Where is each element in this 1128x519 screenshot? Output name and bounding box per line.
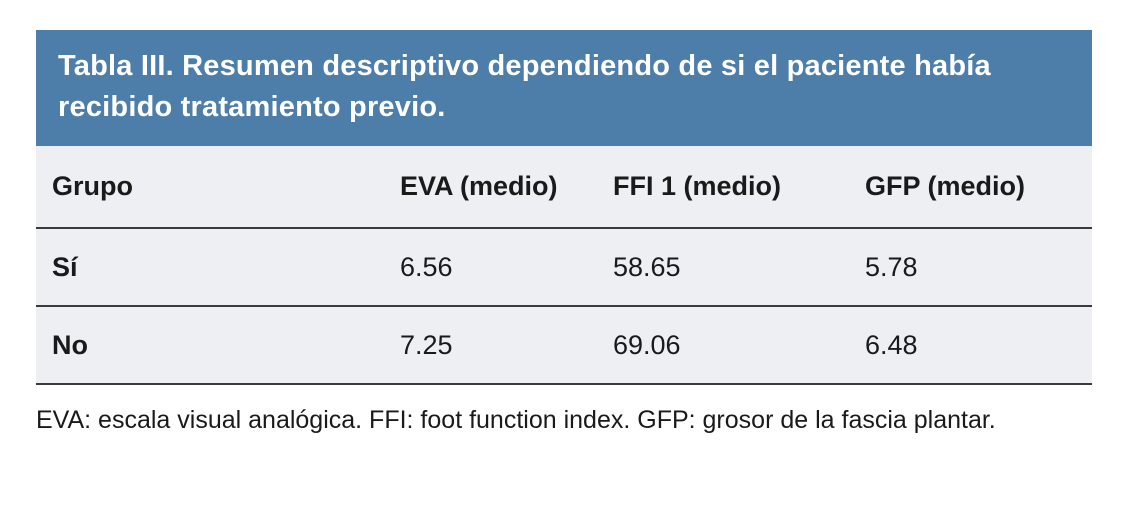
data-table: Grupo EVA (medio) FFI 1 (medio) GFP (med… bbox=[36, 146, 1092, 386]
table-cell: 5.78 bbox=[849, 228, 1092, 308]
column-header-ffi: FFI 1 (medio) bbox=[597, 146, 849, 230]
row-label: No bbox=[36, 306, 384, 386]
table-header-row: Grupo EVA (medio) FFI 1 (medio) GFP (med… bbox=[36, 146, 1092, 230]
row-label: Sí bbox=[36, 228, 384, 308]
table-cell: 6.48 bbox=[849, 306, 1092, 386]
table-row-no: No 7.25 69.06 6.48 bbox=[36, 306, 1092, 386]
table-cell: 6.56 bbox=[384, 228, 597, 308]
column-header-eva: EVA (medio) bbox=[384, 146, 597, 230]
table-cell: 7.25 bbox=[384, 306, 597, 386]
table-title: Tabla III. Resumen descriptivo dependien… bbox=[58, 50, 991, 124]
table-cell: 58.65 bbox=[597, 228, 849, 308]
column-header-grupo: Grupo bbox=[36, 146, 384, 230]
table-title-bar: Tabla III. Resumen descriptivo dependien… bbox=[36, 30, 1092, 147]
table-cell: 69.06 bbox=[597, 306, 849, 386]
table-footnote: EVA: escala visual analógica. FFI: foot … bbox=[36, 406, 996, 435]
table-row-si: Sí 6.56 58.65 5.78 bbox=[36, 228, 1092, 308]
column-header-gfp: GFP (medio) bbox=[849, 146, 1092, 230]
